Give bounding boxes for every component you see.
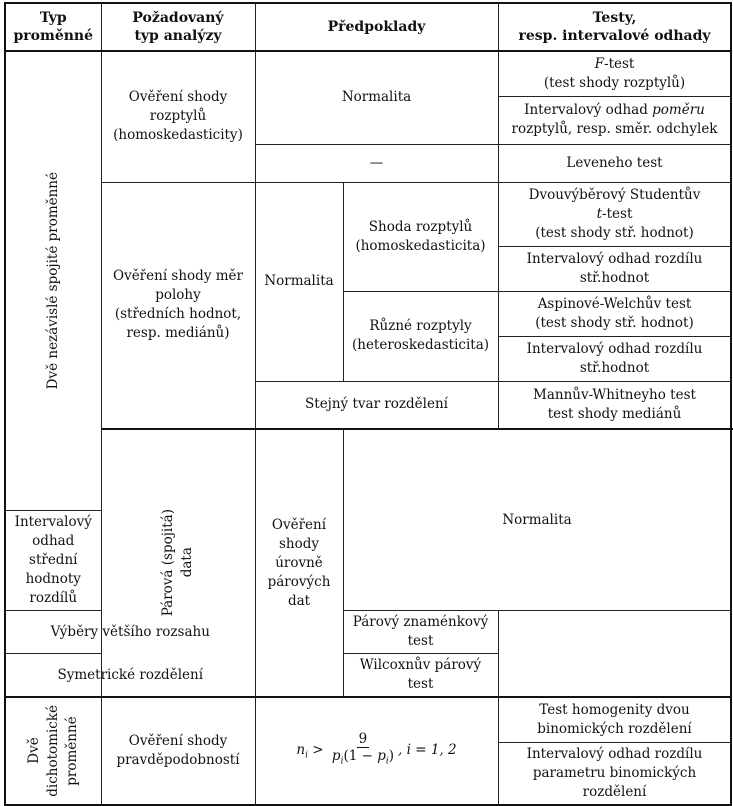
assumption-normalita-2: Normalita xyxy=(254,181,344,382)
test-aspin-welch: Aspinové-Welchův test (test shody stř. ho… xyxy=(497,290,732,337)
analysis-shoda-mer-polohy: Ověření shody měr polohy (středních hodn… xyxy=(100,181,256,430)
test-mann-whitney: Mannův-Whitneyho test test shody mediánů xyxy=(497,380,732,430)
test-interval-rozdilu-1: Intervalový odhad rozdílu stř.hodnot xyxy=(497,245,732,292)
test-parovy-znamenkovy: Párový znaménkový test xyxy=(342,610,499,654)
assumption-none: — xyxy=(254,143,499,183)
analysis-shoda-pravdepodobnosti: Ověření shody pravděpodobností xyxy=(100,696,256,805)
assumption-stejny-tvar: Stejný tvar rozdělení xyxy=(254,380,499,430)
assumption-shoda-rozptylu: Shoda rozptylů (homoskedasticita) xyxy=(342,181,499,292)
test-interval-stredni: Intervalový odhad střední hodnoty rozdílů xyxy=(4,510,102,611)
test-homogenity: Test homogenity dvou binomických rozdělen… xyxy=(497,696,732,743)
test-interval-pomeru: Intervalový odhad poměru rozptylů, resp.… xyxy=(497,95,732,145)
type-dve-nezavisle: Dvě nezávislé spojité proměnné xyxy=(4,50,102,511)
assumption-ruzne-rozptyly: Různé rozptyly (heteroskedasticita) xyxy=(342,290,499,382)
type-dichotomicke: Dvě dichotomické proměnné xyxy=(4,696,102,805)
header-predpoklady: Předpoklady xyxy=(254,2,499,52)
test-levene: Leveneho test xyxy=(497,143,732,183)
statistical-tests-table: Typ proměnné Požadovaný typ analýzy Předpo… xyxy=(4,2,732,806)
header-testy: Testy, resp. intervalové odhady xyxy=(497,2,732,52)
test-f-test: F-test (test shody rozptylů) xyxy=(497,50,732,97)
assumption-normalita-1: Normalita xyxy=(254,50,499,145)
header-typ-analyzy: Požadovaný typ analýzy xyxy=(100,2,256,52)
header-typ-promenne: Typ proměnné xyxy=(4,2,102,52)
assumption-symetricke: Symetrické rozdělení xyxy=(4,653,256,698)
analysis-shoda-urovne: Ověření shody úrovně párových dat xyxy=(254,428,344,698)
analysis-shoda-rozptylu: Ověření shody rozptylů (homoskedasticity… xyxy=(100,50,256,183)
test-interval-rozdilu-2: Intervalový odhad rozdílu stř.hodnot xyxy=(497,335,732,382)
assumption-normalita-3: Normalita xyxy=(342,428,732,611)
test-dvouvyberovy-student: Dvouvýběrový Studentův t-test (test shod… xyxy=(497,181,732,247)
assumption-condition-formula: ni > 9 pi(1 − pi) , i = 1, 2 xyxy=(254,696,499,805)
test-wilcoxon: Wilcoxnův párový test xyxy=(342,653,499,698)
test-interval-parametru: Intervalový odhad rozdílu parametru bino… xyxy=(497,741,732,805)
assumption-vybery-vetsiho-rozsahu: Výběry většího rozsahu xyxy=(4,610,256,654)
